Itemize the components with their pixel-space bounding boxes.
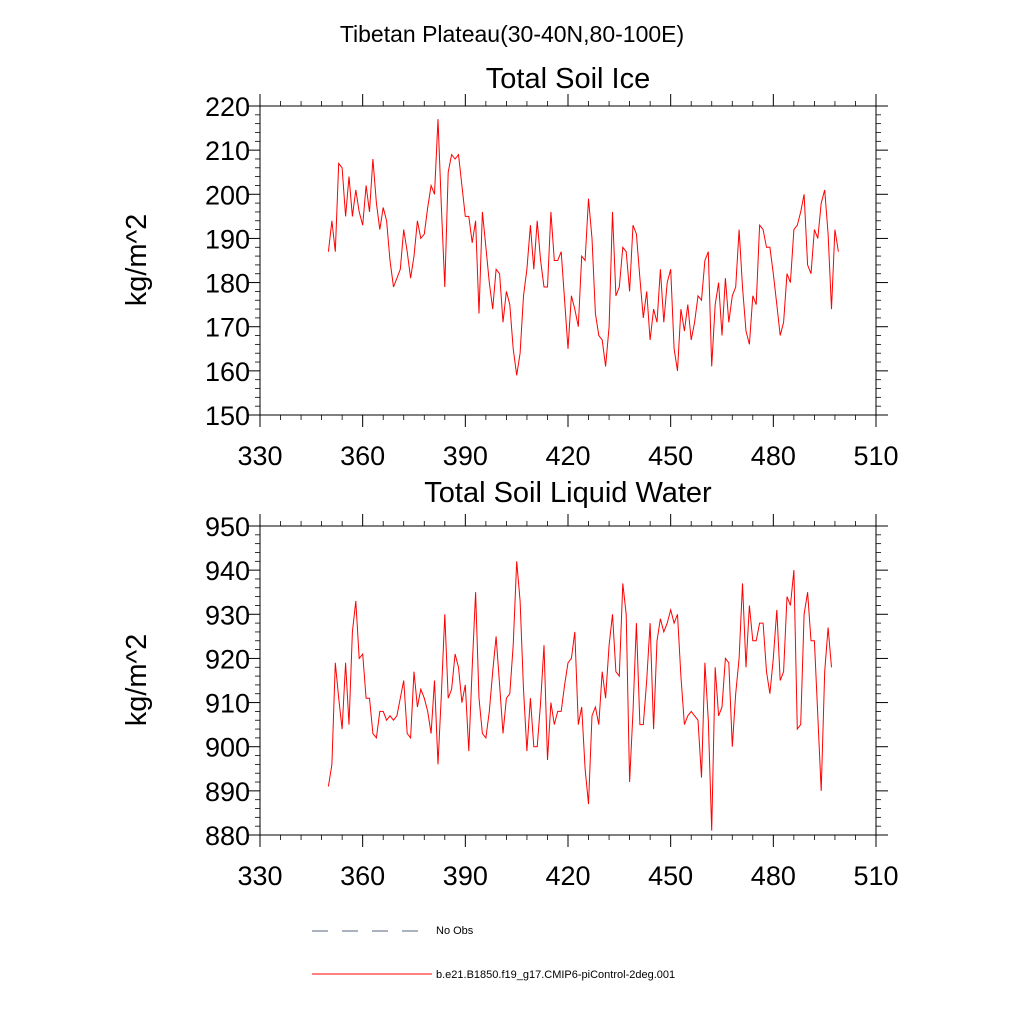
x-tick-label: 480 [751, 861, 796, 891]
y-tick-label: 930 [205, 600, 250, 630]
y-tick-label: 940 [205, 556, 250, 586]
y-tick-label: 220 [205, 92, 250, 122]
y-tick-label: 170 [205, 313, 250, 343]
tick-labels: 330 360 390 420 450 480 510 880 890 900 910 920 930 9… [205, 512, 899, 891]
x-tick-label: 360 [340, 861, 385, 891]
y-axis-label: kg/m^2 [121, 634, 153, 727]
series-line-ice [327, 119, 839, 376]
major-ticks [248, 514, 888, 847]
y-tick-label: 890 [205, 777, 250, 807]
y-tick-label: 920 [205, 644, 250, 674]
y-tick-label: 910 [205, 689, 250, 719]
x-tick-label: 390 [443, 861, 488, 891]
legend-label-obs: No Obs [436, 925, 474, 937]
plot-frame [259, 105, 877, 416]
x-tick-label: 420 [545, 861, 590, 891]
panel-total-soil-ice: Total Soil Ice kg/m^2 330 360 390 420 450 480… [121, 63, 899, 471]
legend-label-model: b.e21.B1850.f19_g17.CMIP6-piControl-2deg… [436, 969, 675, 981]
x-tick-label: 390 [443, 441, 488, 471]
x-tick-label: 510 [853, 861, 898, 891]
y-tick-label: 150 [205, 401, 250, 431]
x-tick-label: 330 [237, 441, 282, 471]
major-ticks [248, 94, 888, 427]
x-tick-label: 510 [853, 441, 898, 471]
y-tick-label: 160 [205, 357, 250, 387]
y-tick-label: 900 [205, 733, 250, 763]
y-tick-label: 880 [205, 821, 250, 851]
legend: No Obs b.e21.B1850.f19_g17.CMIP6-piContr… [312, 925, 675, 981]
plot-frame [259, 525, 877, 836]
x-tick-label: 330 [237, 861, 282, 891]
panel-title: Total Soil Ice [486, 63, 650, 95]
y-tick-label: 180 [205, 269, 250, 299]
y-axis-label: kg/m^2 [121, 214, 153, 307]
x-tick-label: 450 [648, 861, 693, 891]
y-tick-label: 190 [205, 224, 250, 254]
figure-suptitle: Tibetan Plateau(30-40N,80-100E) [340, 21, 684, 47]
minor-ticks [255, 521, 881, 840]
series-line-liquid-water [327, 561, 832, 831]
tick-labels: 330 360 390 420 450 480 510 150 160 170 180 190 200 2… [205, 92, 899, 471]
y-tick-label: 210 [205, 136, 250, 166]
x-tick-label: 480 [751, 441, 796, 471]
y-tick-label: 200 [205, 180, 250, 210]
minor-ticks [255, 101, 881, 420]
y-tick-label: 950 [205, 512, 250, 542]
panel-total-soil-liquid-water: Total Soil Liquid Water kg/m^2 330 360 390… [121, 477, 899, 891]
x-tick-label: 450 [648, 441, 693, 471]
panel-title: Total Soil Liquid Water [424, 477, 712, 509]
x-tick-label: 420 [545, 441, 590, 471]
x-tick-label: 360 [340, 441, 385, 471]
